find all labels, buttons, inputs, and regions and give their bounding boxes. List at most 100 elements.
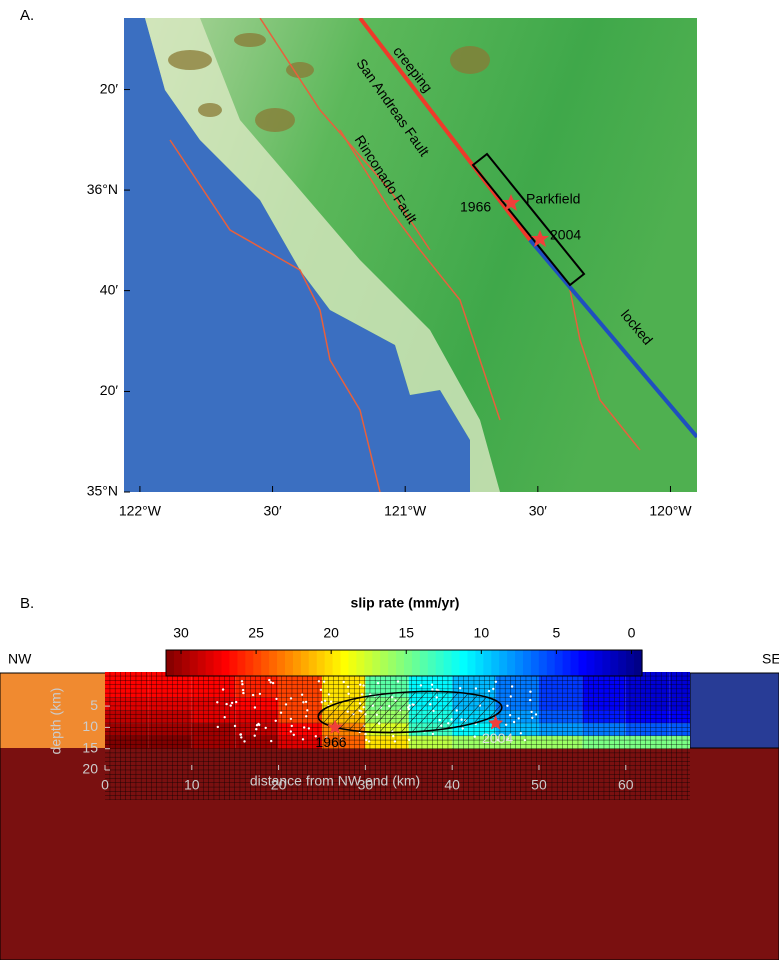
nw-block [0, 673, 105, 748]
y-tick-label: 35°N [87, 483, 118, 499]
quake [347, 692, 350, 695]
colorbar-swatch [261, 650, 270, 676]
quake [519, 732, 523, 735]
quake [327, 693, 331, 696]
star [502, 194, 520, 211]
quake [407, 738, 411, 741]
quake [459, 687, 462, 690]
quake [235, 700, 238, 704]
x-tick-label: 50 [531, 777, 547, 793]
quake [225, 702, 228, 706]
quake [419, 684, 423, 687]
quake [508, 714, 512, 717]
colorbar-swatch [404, 650, 413, 676]
colorbar-swatch [618, 650, 627, 676]
annotation: 1966 [460, 199, 491, 215]
quake [487, 689, 491, 693]
quake [223, 716, 226, 719]
annotation: Parkfield [526, 191, 580, 207]
colorbar-swatch [229, 650, 238, 676]
quake [505, 723, 508, 726]
event-label: 1966 [315, 734, 346, 750]
quake [271, 681, 275, 685]
quake [362, 684, 365, 687]
colorbar-swatch [396, 650, 405, 676]
quake [325, 736, 328, 739]
quake [269, 681, 272, 684]
quake [302, 701, 305, 704]
quake [329, 700, 333, 703]
colorbar-swatch [181, 650, 191, 676]
creeping-segment [358, 18, 532, 242]
x-tick-label: 0 [101, 777, 109, 793]
y-tick-label: 5 [90, 697, 98, 713]
colorbar-swatch [197, 650, 207, 676]
panel-label: B. [20, 595, 34, 612]
quake [241, 688, 245, 692]
x-tick-label: 122°W [119, 503, 162, 519]
quake [360, 693, 364, 696]
quake [240, 680, 244, 683]
quake [534, 713, 538, 716]
y-tick-label: 36°N [87, 181, 118, 197]
quake [243, 740, 246, 743]
quake [512, 720, 516, 724]
annotation: 2004 [550, 227, 581, 243]
quake [253, 706, 257, 709]
y-tick-label: 20 [82, 761, 98, 777]
colorbar-tick-label: 15 [398, 625, 414, 641]
colorbar-swatch [173, 650, 183, 676]
quake [289, 730, 292, 733]
quake [255, 728, 258, 731]
colorbar-frame [165, 649, 643, 677]
colorbar-swatch [189, 650, 199, 676]
colorbar-swatch [324, 650, 334, 676]
quake [230, 701, 234, 705]
x-axis-label: distance from NW end (km) [250, 773, 420, 789]
colorbar-swatch [515, 650, 524, 676]
colorbar-swatch [570, 650, 580, 676]
quake [319, 688, 323, 692]
x-tick-label: 30′ [529, 503, 548, 519]
x-tick-label: 10 [184, 777, 200, 793]
y-tick-label: 20′ [100, 80, 119, 96]
event-star [327, 719, 343, 734]
colorbar-tick-label: 10 [474, 625, 490, 641]
quake [317, 680, 321, 683]
quake [268, 678, 271, 682]
quake [289, 697, 293, 700]
quake [392, 735, 395, 738]
colorbar-swatch [499, 650, 508, 676]
y-tick-label: 20′ [100, 382, 119, 398]
quake [322, 680, 326, 683]
quake [506, 704, 509, 707]
fault [169, 139, 381, 492]
colorbar-swatch [285, 650, 294, 676]
quake [529, 698, 532, 702]
event-star [488, 715, 504, 730]
colorbar-swatch [292, 650, 302, 676]
star [531, 230, 549, 247]
quake [506, 737, 509, 740]
quake [306, 709, 309, 712]
quake [257, 722, 260, 726]
colorbar-swatch [388, 650, 397, 676]
colorbar-swatch [348, 650, 357, 676]
fault [339, 129, 501, 421]
quake [359, 683, 362, 686]
quake [240, 736, 243, 739]
x-tick-label: 20 [271, 777, 287, 793]
colorbar-swatch [634, 650, 643, 676]
quake [242, 691, 245, 695]
colorbar-swatch [491, 650, 500, 676]
colorbar-swatch [221, 650, 231, 676]
colorbar-swatch [594, 650, 603, 676]
colorbar-swatch [340, 650, 350, 676]
colorbar-swatch [507, 650, 516, 676]
colorbar-swatch [253, 650, 262, 676]
panel-label: A. [20, 7, 34, 24]
quake [461, 727, 464, 730]
colorbar-title: slip rate (mm/yr) [351, 595, 460, 611]
colorbar-tick-label: 25 [248, 625, 264, 641]
